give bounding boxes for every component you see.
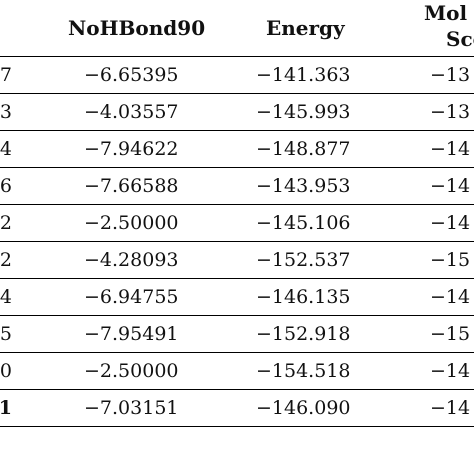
mol-score-cell: −14 <box>430 212 471 234</box>
nohbond90-cell: −6.94755 <box>84 286 179 308</box>
mol-score-cell: −14 <box>430 138 471 160</box>
row-id-cell: 4 <box>0 138 12 160</box>
row-divider <box>0 426 474 427</box>
energy-cell: −141.363 <box>256 64 351 86</box>
table-row: 4 −6.94755 −146.135 −14 <box>0 278 474 315</box>
nohbond90-cell: −4.03557 <box>84 101 179 123</box>
row-divider <box>0 389 474 390</box>
nohbond90-cell: −7.66588 <box>84 175 179 197</box>
energy-cell: −146.135 <box>256 286 351 308</box>
nohbond90-cell: −2.50000 <box>84 360 179 382</box>
nohbond90-cell: −7.95491 <box>84 323 179 345</box>
mol-score-cell: −14 <box>430 360 471 382</box>
energy-cell: −146.090 <box>256 397 351 419</box>
row-id-cell: 5 <box>0 323 12 345</box>
row-id-cell: 6 <box>0 175 12 197</box>
table-row: 4 −7.94622 −148.877 −14 <box>0 130 474 167</box>
nohbond90-cell: −4.28093 <box>84 249 179 271</box>
row-divider <box>0 315 474 316</box>
table-row: 2 −2.50000 −145.106 −14 <box>0 204 474 241</box>
table-row: 2 −4.28093 −152.537 −15 <box>0 241 474 278</box>
header-energy: Energy <box>266 16 345 40</box>
row-divider <box>0 130 474 131</box>
energy-cell: −148.877 <box>256 138 351 160</box>
mol-score-cell: −14 <box>430 397 471 419</box>
mol-score-cell: −15 <box>430 249 471 271</box>
row-divider <box>0 278 474 279</box>
mol-score-cell: −14 <box>430 175 471 197</box>
mol-score-cell: −14 <box>430 286 471 308</box>
header-mol-line2: Sco <box>446 27 474 51</box>
row-divider <box>0 241 474 242</box>
nohbond90-cell: −6.65395 <box>84 64 179 86</box>
table-row: 1 −7.03151 −146.090 −14 <box>0 389 474 426</box>
table-row: 3 −4.03557 −145.993 −13 <box>0 93 474 130</box>
header-mol-line1: Mol <box>424 1 468 25</box>
energy-cell: −154.518 <box>256 360 351 382</box>
table-row: 6 −7.66588 −143.953 −14 <box>0 167 474 204</box>
row-id-cell: 3 <box>0 101 12 123</box>
header-nohbond90: NoHBond90 <box>68 16 206 40</box>
row-id-cell: 0 <box>0 360 12 382</box>
table-row: 5 −7.95491 −152.918 −15 <box>0 315 474 352</box>
row-divider <box>0 204 474 205</box>
mol-score-cell: −13 <box>430 64 471 86</box>
nohbond90-cell: −7.03151 <box>84 397 179 419</box>
row-id-cell: 2 <box>0 212 12 234</box>
row-id-cell: 2 <box>0 249 12 271</box>
row-id-cell: 7 <box>0 64 12 86</box>
table-row: 7 −6.65395 −141.363 −13 <box>0 56 474 93</box>
row-id-cell: 1 <box>0 397 12 419</box>
row-id-cell: 4 <box>0 286 12 308</box>
row-divider <box>0 56 474 57</box>
mol-score-cell: −13 <box>430 101 471 123</box>
nohbond90-cell: −2.50000 <box>84 212 179 234</box>
energy-cell: −152.537 <box>256 249 351 271</box>
energy-cell: −145.993 <box>256 101 351 123</box>
nohbond90-cell: −7.94622 <box>84 138 179 160</box>
row-divider <box>0 352 474 353</box>
energy-cell: −145.106 <box>256 212 351 234</box>
row-divider <box>0 167 474 168</box>
energy-cell: −143.953 <box>256 175 351 197</box>
row-divider <box>0 93 474 94</box>
table-header: NoHBond90 Energy Mol Sco <box>0 0 474 56</box>
energy-cell: −152.918 <box>256 323 351 345</box>
table-row: 0 −2.50000 −154.518 −14 <box>0 352 474 389</box>
mol-score-cell: −15 <box>430 323 471 345</box>
